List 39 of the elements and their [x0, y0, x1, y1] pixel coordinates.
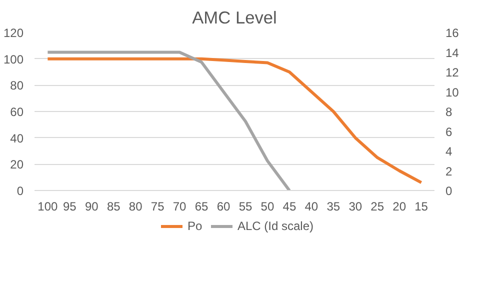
x-tick-label: 40 [304, 200, 318, 214]
y2-tick-label: 0 [446, 184, 452, 198]
x-tick-label: 55 [238, 200, 252, 214]
chart-title: AMC Level [192, 8, 277, 28]
y-tick-label: 20 [10, 158, 24, 172]
y2-tick-label: 4 [446, 144, 452, 158]
x-tick-label: 20 [392, 200, 406, 214]
legend-label: Po [187, 219, 204, 233]
y-tick-label: 80 [10, 78, 24, 93]
x-tick-label: 95 [62, 200, 77, 214]
legend-label: ALC (Id scale) [237, 219, 314, 233]
y2-tick-label: 8 [446, 105, 452, 119]
y-tick-label: 60 [10, 105, 24, 119]
x-tick-label: 90 [84, 200, 99, 214]
y-tick-label: 100 [3, 52, 24, 66]
line-series [46, 50, 291, 190]
x-tick-label: 30 [348, 200, 362, 214]
x-tick-label: 85 [106, 200, 121, 214]
x-tick-label: 50 [260, 200, 274, 214]
x-tick-label: 15 [414, 200, 428, 214]
x-tick-label: 75 [150, 200, 165, 214]
y2-tick-label: 12 [446, 66, 460, 80]
x-tick-label: 65 [194, 200, 209, 214]
x-tick-label: 60 [216, 200, 231, 214]
x-tick-label: 100 [38, 200, 58, 214]
y2-tick-label: 16 [446, 26, 460, 40]
x-tick-label: 70 [172, 200, 187, 214]
y-tick-label: 0 [16, 184, 24, 198]
line-series [46, 57, 423, 184]
y2-tick-label: 2 [446, 164, 452, 178]
x-tick-label: 25 [370, 200, 384, 214]
y2-tick-label: 6 [446, 124, 452, 139]
x-tick-label: 35 [326, 200, 340, 214]
x-tick-label: 45 [282, 200, 296, 214]
y2-tick-label: 14 [446, 46, 460, 60]
y-tick-label: 120 [3, 26, 24, 40]
x-tick-label: 80 [128, 200, 143, 214]
y-tick-label: 40 [10, 131, 24, 146]
y2-tick-label: 10 [446, 85, 460, 100]
